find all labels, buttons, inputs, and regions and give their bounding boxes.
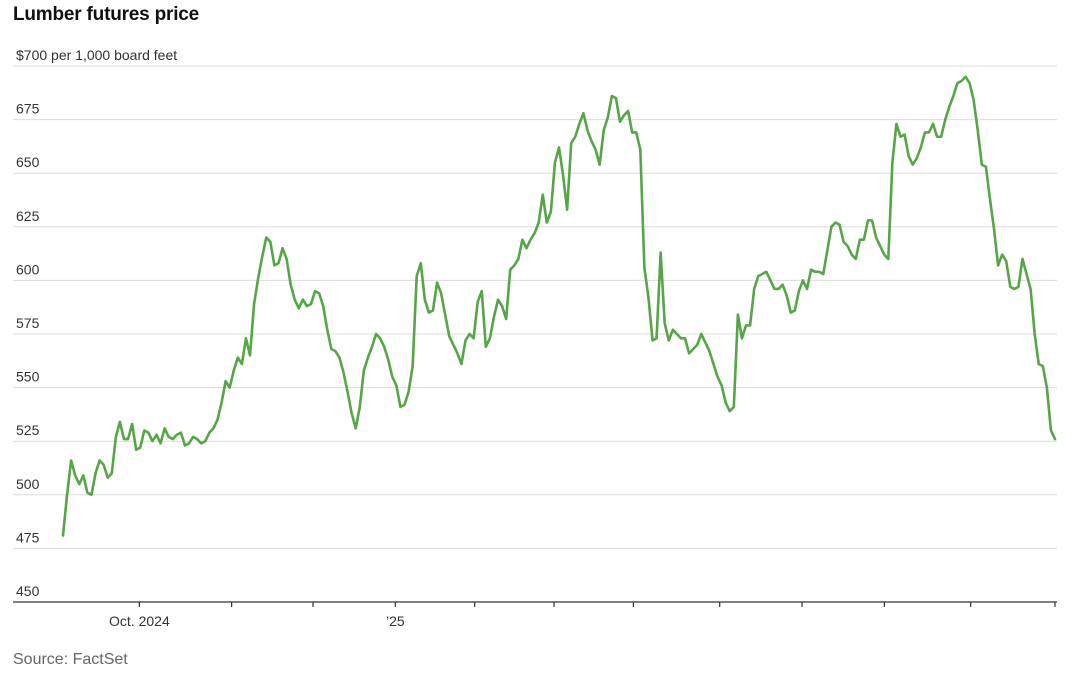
y-tick-label: 675 [16,101,40,117]
x-tick-label: Oct. 2024 [109,613,170,629]
y-axis-labels: $700 per 1,000 board feet 675 650 625 600 575… [16,47,177,599]
series-line [61,75,1057,537]
y-tick-label: 500 [16,476,40,492]
y-tick-label: 600 [16,261,40,277]
series-lines [61,75,1057,537]
y-tick-label: $700 per 1,000 board feet [16,47,177,63]
y-tick-label: 475 [16,529,40,545]
y-tick-label: 550 [16,369,40,385]
chart-title: Lumber futures price [13,4,200,25]
source-note: Source: FactSet [13,651,128,668]
y-tick-label: 450 [16,583,40,599]
y-tick-label: 625 [16,208,40,224]
x-tick-label: ’25 [386,613,405,629]
gridlines [13,65,1057,549]
y-tick-label: 650 [16,154,40,170]
y-tick-label: 575 [16,315,40,331]
y-tick-label: 525 [16,422,40,438]
x-axis: Oct. 2024 ’25 [13,601,1057,629]
